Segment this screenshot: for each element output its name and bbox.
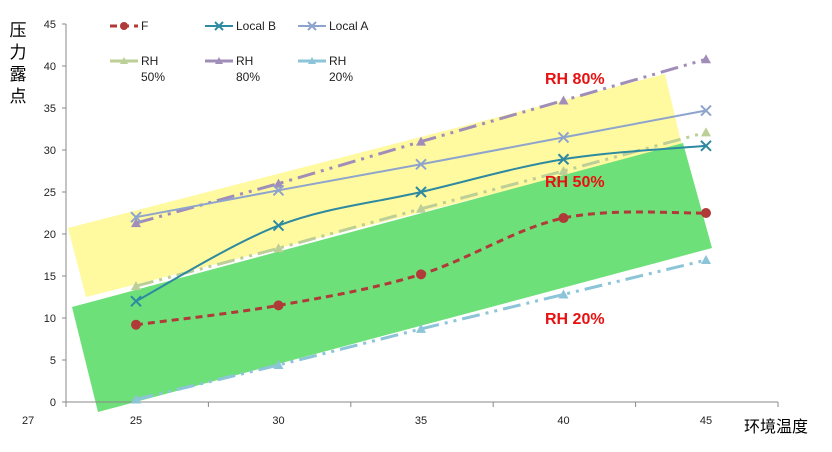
rh-20-50-band xyxy=(72,143,712,412)
legend-marker-local-a xyxy=(307,21,317,31)
legend-marker-rh-50- xyxy=(120,57,128,64)
y-axis-label: 压力露点 xyxy=(9,21,27,107)
x-axis-label: 环境温度 xyxy=(744,417,808,436)
legend-item-local-a: Local A xyxy=(298,19,368,33)
legend-item-rh-80-: RH 80% xyxy=(205,54,260,84)
x-tick-label: 30 xyxy=(272,415,284,427)
annotation-rh-20: RH 20% xyxy=(545,311,605,328)
legend-marker-rh-20- xyxy=(308,57,316,64)
annotation-rh-80: RH 80% xyxy=(545,71,605,88)
data-point-rh-80- xyxy=(131,218,141,228)
series-rh-50- xyxy=(131,127,711,291)
legend-item-local-b: Local B xyxy=(205,19,276,33)
series-rh-20- xyxy=(131,255,711,404)
legend-item-rh-20-: RH 20% xyxy=(298,54,353,84)
legend-label: Local A xyxy=(329,19,368,33)
y-tick-label: 5 xyxy=(50,355,56,367)
series-line-rh-20- xyxy=(135,258,707,401)
legend-label: RH xyxy=(329,54,346,68)
legend-item-rh-50-: RH 50% xyxy=(110,54,165,84)
y-tick-label: 10 xyxy=(44,313,56,325)
x-tick-label: 40 xyxy=(557,415,569,427)
series-rh-80- xyxy=(131,54,711,228)
y-tick-label: 25 xyxy=(44,187,56,199)
data-point-rh-80- xyxy=(273,178,284,188)
data-point-rh-20- xyxy=(558,289,569,299)
data-point-local-a xyxy=(130,211,142,223)
data-point-rh-20- xyxy=(416,323,426,333)
data-point-rh-80- xyxy=(701,54,711,64)
data-point-f xyxy=(416,269,426,280)
y-tick-label: 35 xyxy=(44,103,56,115)
data-point-rh-20- xyxy=(701,255,711,265)
x-tick-label: 45 xyxy=(700,415,712,427)
data-point-rh-50- xyxy=(131,281,141,291)
data-point-rh-50- xyxy=(273,243,284,253)
legend-label: RH xyxy=(236,54,253,68)
data-point-local-b xyxy=(557,153,570,165)
series-local-b xyxy=(130,140,712,307)
legend-label-line2: 50% xyxy=(141,70,165,84)
data-point-f xyxy=(701,208,711,218)
y-tick-label: 30 xyxy=(44,145,56,157)
y-tick-label: 20 xyxy=(44,229,56,241)
y-tick-label: 0 xyxy=(50,397,56,409)
legend-label: RH xyxy=(141,54,158,68)
legend-label-line2: 80% xyxy=(236,70,260,84)
data-point-local-b xyxy=(272,219,285,232)
y-tick-label: 15 xyxy=(44,271,56,283)
data-point-local-b xyxy=(130,295,142,307)
data-point-local-b xyxy=(415,186,427,198)
data-point-local-a xyxy=(557,131,570,144)
data-point-local-b xyxy=(700,140,712,152)
data-point-rh-50- xyxy=(701,127,711,137)
data-point-rh-50- xyxy=(416,203,426,213)
corner-label: 27 xyxy=(22,415,34,427)
data-point-local-a xyxy=(700,104,712,117)
data-point-rh-80- xyxy=(558,95,569,105)
series-local-a xyxy=(130,104,712,223)
rh-50-80-band xyxy=(68,74,682,297)
legend-label-line2: 20% xyxy=(329,70,353,84)
data-point-local-a xyxy=(415,158,427,170)
data-point-f xyxy=(273,300,284,311)
data-point-rh-20- xyxy=(273,360,284,370)
x-tick-label: 25 xyxy=(130,415,142,427)
data-point-f xyxy=(558,213,569,224)
annotation-rh-50: RH 50% xyxy=(545,174,605,191)
legend-label: Local B xyxy=(236,19,276,33)
legend-marker-f xyxy=(120,22,128,30)
data-point-f xyxy=(131,319,141,330)
data-point-rh-20- xyxy=(131,394,141,404)
data-point-rh-50- xyxy=(558,166,569,175)
y-tick-label: 45 xyxy=(44,19,56,31)
data-point-local-a xyxy=(272,184,285,197)
legend-marker-local-b xyxy=(214,21,224,31)
legend-label: F xyxy=(141,19,148,33)
legend-marker-rh-80- xyxy=(215,57,223,64)
data-point-rh-80- xyxy=(416,136,426,146)
legend-item-f: F xyxy=(110,19,148,33)
y-tick-label: 40 xyxy=(44,61,56,73)
x-tick-label: 35 xyxy=(415,415,427,427)
series-f xyxy=(131,208,711,330)
